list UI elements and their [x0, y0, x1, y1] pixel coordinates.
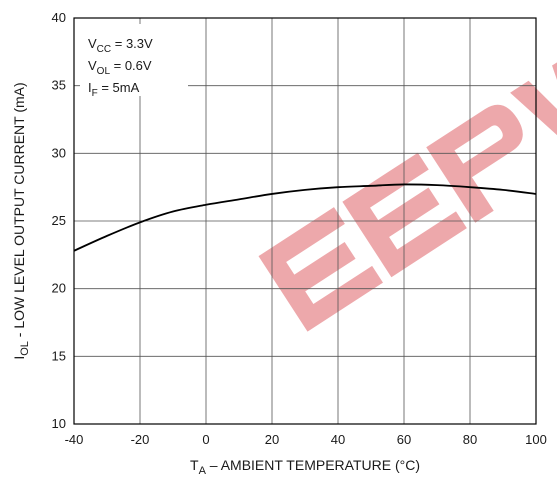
x-tick-label: 100	[525, 432, 547, 447]
y-tick-label: 30	[52, 145, 66, 160]
y-tick-label: 35	[52, 78, 66, 93]
x-tick-labels: -40 -20 0 20 40 60 80 100	[65, 432, 547, 447]
y-tick-label: 10	[52, 416, 66, 431]
plot-frame	[73, 17, 537, 425]
watermark-letter-w	[510, 28, 557, 156]
x-tick-label: -20	[131, 432, 150, 447]
x-tick-label: 60	[397, 432, 411, 447]
condition-annotation: VCC = 3.3V	[88, 36, 153, 55]
y-axis-label: IOL - LOW LEVEL OUTPUT CURRENT (mA)	[11, 82, 31, 359]
watermark-letter-e1	[258, 207, 383, 332]
x-axis-label: TA – AMBIENT TEMPERATURE (°C)	[190, 457, 420, 477]
y-tick-label: 25	[52, 213, 66, 228]
x-tick-label: 20	[265, 432, 279, 447]
x-tick-label: 0	[202, 432, 209, 447]
y-tick-label: 15	[52, 348, 66, 363]
y-tick-labels: 10 15 20 25 30 35 40	[52, 10, 66, 431]
x-tick-label: -40	[65, 432, 84, 447]
condition-annotations: VCC = 3.3V VOL = 0.6V IF = 5mA	[80, 24, 188, 99]
annotation-background	[80, 24, 188, 96]
watermark-logo	[258, 28, 557, 332]
condition-annotation: VOL = 0.6V	[88, 58, 152, 77]
x-tick-label: 40	[331, 432, 345, 447]
y-tick-label: 40	[52, 10, 66, 25]
watermark-letter-p	[426, 104, 523, 223]
x-tick-label: 80	[463, 432, 477, 447]
series-line-iol	[73, 183, 537, 252]
y-tick-label: 20	[52, 281, 66, 296]
watermark-letter-e2	[342, 152, 467, 278]
condition-annotation: IF = 5mA	[88, 80, 140, 99]
